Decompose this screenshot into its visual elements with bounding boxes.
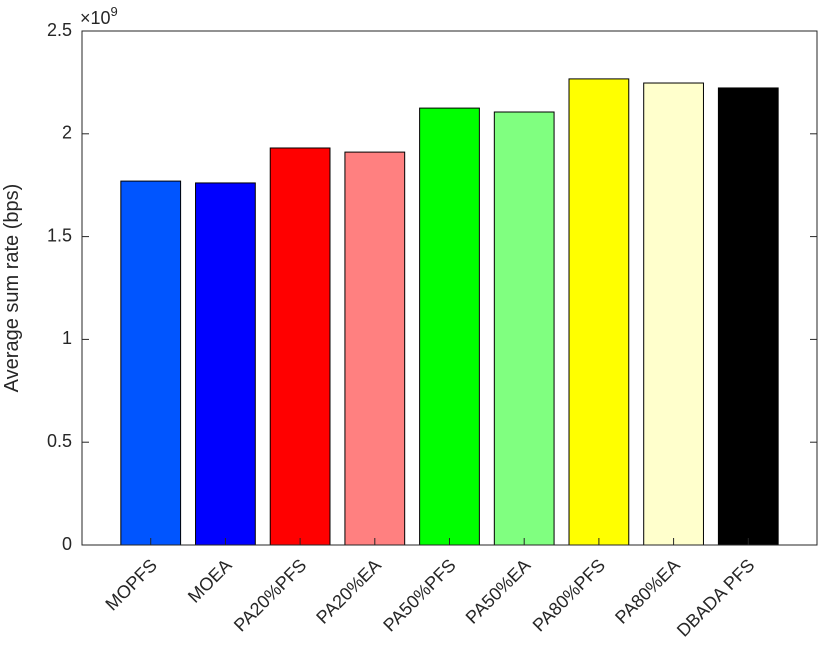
y-tick-label: 2 [62, 123, 72, 143]
y-tick-label: 2.5 [47, 20, 72, 40]
multiplier-exponent: 9 [111, 4, 118, 19]
x-tick-label: PA80%EA [611, 555, 684, 628]
y-tick-label: 0 [62, 534, 72, 554]
x-tick-label: PA50%PFS [379, 555, 459, 635]
multiplier-base: ×10 [80, 8, 111, 28]
bar [195, 182, 256, 546]
y-tick-label: 1 [62, 328, 72, 348]
x-tick-label: MOEA [184, 555, 236, 607]
x-tick-label: PA50%EA [462, 555, 535, 628]
y-axis-label: Average sum rate (bps) [1, 184, 23, 393]
bar [493, 111, 555, 546]
bar [120, 180, 182, 546]
y-tick-label: 0.5 [47, 431, 72, 451]
x-tick-label: PA20%PFS [230, 555, 310, 635]
bar [419, 107, 480, 546]
plot-frame [81, 30, 818, 546]
y-multiplier: ×109 [80, 4, 118, 28]
x-tick-label: PA20%EA [312, 555, 385, 628]
x-tick-label: MOPFS [101, 555, 160, 614]
x-tick-label: DBADA PFS [673, 555, 759, 641]
bar [568, 78, 630, 546]
y-tick-label: 1.5 [47, 225, 72, 245]
x-tick-label: PA80%PFS [529, 555, 609, 635]
bar [643, 82, 704, 546]
bar [269, 147, 331, 546]
bar [344, 151, 406, 546]
bar [717, 87, 779, 546]
